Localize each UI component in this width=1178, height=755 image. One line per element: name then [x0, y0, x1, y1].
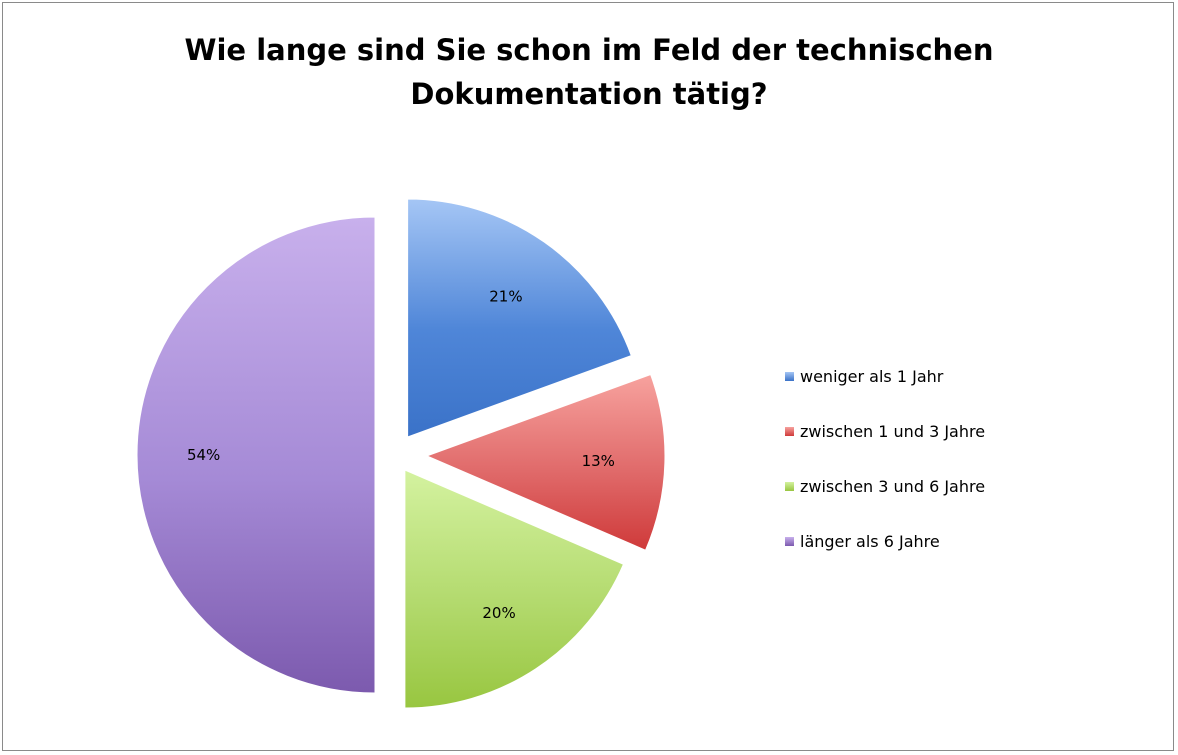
slice-label-zwischen-3-und-6-jahre: 20%	[482, 604, 515, 622]
legend-item-laenger-als-6-jahre: länger als 6 Jahre	[785, 527, 1165, 582]
legend-swatch-zwischen-1-und-3-jahre	[785, 427, 794, 436]
legend-label-laenger-als-6-jahre: länger als 6 Jahre	[800, 532, 940, 551]
legend: weniger als 1 Jahr zwischen 1 und 3 Jahr…	[785, 362, 1165, 582]
legend-label-weniger-als-1-jahr: weniger als 1 Jahr	[800, 367, 944, 386]
legend-swatch-zwischen-3-und-6-jahre	[785, 482, 794, 491]
chart-title-line-1: Wie lange sind Sie schon im Feld der tec…	[184, 33, 994, 67]
legend-item-weniger-als-1-jahr: weniger als 1 Jahr	[785, 362, 1165, 417]
chart-title-line-2: Dokumentation tätig?	[410, 77, 768, 111]
legend-label-zwischen-1-und-3-jahre: zwischen 1 und 3 Jahre	[800, 422, 986, 441]
pie-slice-weniger-als-1-jahr	[407, 198, 632, 438]
legend-item-zwischen-1-und-3-jahre: zwischen 1 und 3 Jahre	[785, 417, 1165, 472]
legend-swatch-laenger-als-6-jahre	[785, 537, 794, 546]
pie-slice-laenger-als-6-jahre	[136, 216, 376, 694]
slice-label-weniger-als-1-jahr: 21%	[489, 288, 522, 306]
chart-title: Wie lange sind Sie schon im Feld der tec…	[0, 28, 1178, 116]
slice-label-laenger-als-6-jahre: 54%	[187, 446, 220, 464]
legend-item-zwischen-3-und-6-jahre: zwischen 3 und 6 Jahre	[785, 472, 1165, 527]
pie-slice-zwischen-3-und-6-jahre	[404, 469, 625, 709]
legend-label-zwischen-3-und-6-jahre: zwischen 3 und 6 Jahre	[800, 477, 986, 496]
pie-slice-zwischen-1-und-3-jahre	[425, 373, 666, 551]
legend-swatch-weniger-als-1-jahr	[785, 372, 794, 381]
slice-label-zwischen-1-und-3-jahre: 13%	[582, 452, 615, 470]
